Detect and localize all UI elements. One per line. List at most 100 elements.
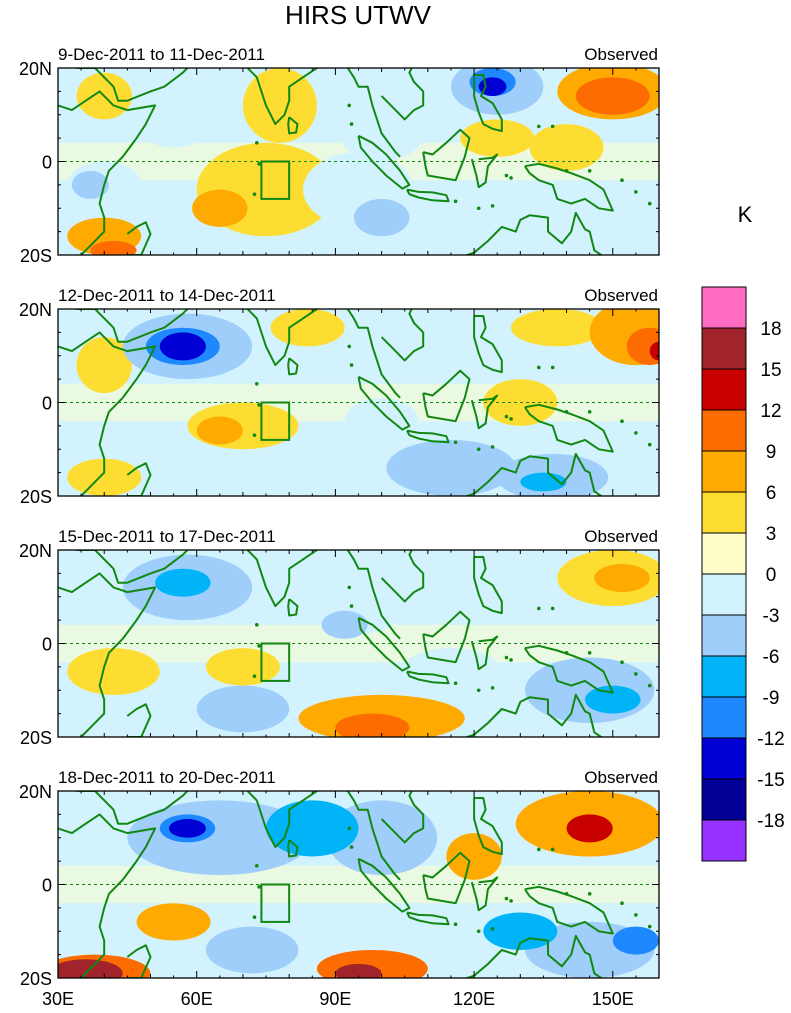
island — [564, 169, 569, 173]
coastline — [463, 693, 603, 737]
coastline — [473, 797, 503, 856]
coastline — [357, 375, 411, 431]
island — [634, 913, 638, 917]
colorbar-label: 6 — [766, 483, 777, 504]
island — [550, 124, 555, 129]
colorbar-swatch — [701, 409, 747, 452]
colorbar-swatch — [701, 737, 747, 780]
island — [490, 686, 495, 690]
x-tick-label: 150E — [592, 989, 634, 1009]
panel-right-title: Observed — [584, 45, 658, 64]
coastline — [357, 616, 411, 672]
island — [490, 204, 495, 208]
island — [647, 442, 652, 447]
box-region — [260, 160, 291, 200]
island — [564, 892, 569, 896]
coastline — [380, 550, 425, 603]
coastline — [463, 934, 603, 978]
anomaly-contour-cell — [353, 198, 410, 237]
y-tick-label: 0 — [42, 635, 52, 655]
island — [254, 623, 259, 627]
coastline — [524, 403, 614, 453]
anomaly-contour-cell — [71, 170, 109, 199]
island — [476, 688, 481, 693]
island — [504, 655, 509, 660]
colorbar-swatch — [701, 286, 747, 329]
colorbar-swatch — [701, 614, 747, 657]
colorbar-label: -6 — [763, 647, 780, 668]
coastline — [58, 572, 157, 737]
island — [453, 681, 458, 686]
map-panel-2: 20N 0 20S 12-Dec-2011 to 14-Dec-2011 Observe… — [19, 286, 660, 507]
anomaly-contour-cell — [67, 648, 160, 695]
y-tick-label: 20S — [20, 246, 52, 266]
island — [504, 414, 509, 419]
coastline — [287, 116, 299, 135]
island — [476, 929, 481, 934]
coastline — [246, 791, 401, 881]
coastline — [246, 550, 401, 640]
colorbar-swatch — [701, 573, 747, 616]
island — [587, 651, 592, 655]
coastline — [246, 68, 401, 158]
coastline — [126, 462, 152, 496]
anomaly-contour-cell — [136, 903, 211, 941]
coastline — [76, 550, 189, 584]
coastline — [524, 162, 614, 212]
island — [347, 103, 352, 108]
map-panel-4: 20N 0 20S 18-Dec-2011 to 20-Dec-2011 Observe… — [19, 768, 660, 989]
coastline — [287, 839, 299, 858]
colorbar-label: -3 — [763, 606, 780, 627]
anomaly-contour-cell — [575, 77, 650, 115]
anomaly-contour-cell — [168, 819, 206, 838]
panel-left-title: 15-Dec-2011 to 17-Dec-2011 — [58, 527, 276, 546]
coastline — [76, 309, 189, 343]
coastline — [406, 429, 450, 444]
colorbar-swatch — [701, 532, 747, 575]
anomaly-contour-cell — [335, 963, 382, 978]
anomaly-contour-cell — [192, 189, 248, 227]
colorbar-swatch — [701, 450, 747, 493]
island — [537, 124, 541, 129]
island — [252, 915, 257, 920]
panel-right-title: Observed — [584, 286, 658, 305]
coastline — [470, 876, 499, 912]
island — [647, 924, 652, 929]
y-tick-label: 20S — [20, 728, 52, 748]
anomaly-contour-cell — [136, 100, 211, 148]
island — [634, 672, 638, 676]
coastline — [58, 813, 157, 978]
coastline — [287, 598, 299, 617]
coastline — [470, 394, 499, 430]
coastline — [357, 134, 411, 190]
y-tick-label: 20N — [19, 782, 52, 802]
panel-right-title: Observed — [584, 768, 658, 787]
anomaly-contour-cell — [155, 568, 211, 597]
coastline — [470, 153, 499, 189]
map-panel-1: 20N 0 20S 9-Dec-2011 to 11-Dec-2011 Observed — [19, 45, 660, 266]
anomaly-contour-cell — [67, 458, 142, 496]
colorbar-label: -9 — [763, 688, 780, 709]
island — [453, 922, 458, 927]
coastline — [524, 644, 614, 694]
island — [564, 651, 569, 655]
anomaly-contour-cell — [196, 416, 243, 445]
island — [252, 192, 257, 197]
island — [537, 365, 541, 370]
island — [634, 431, 638, 435]
island — [537, 606, 541, 611]
island — [564, 410, 569, 414]
x-tick-label: 30E — [42, 989, 74, 1009]
coastline — [422, 128, 471, 182]
coastline — [76, 68, 189, 102]
island — [349, 363, 354, 367]
coastline — [463, 452, 603, 496]
coastline — [58, 331, 157, 496]
box-region — [260, 883, 291, 923]
anomaly-contour-cell — [626, 327, 659, 366]
coastline — [246, 309, 401, 399]
y-tick-label: 0 — [42, 153, 52, 173]
colorbar-swatch — [701, 327, 747, 370]
island — [490, 445, 495, 449]
